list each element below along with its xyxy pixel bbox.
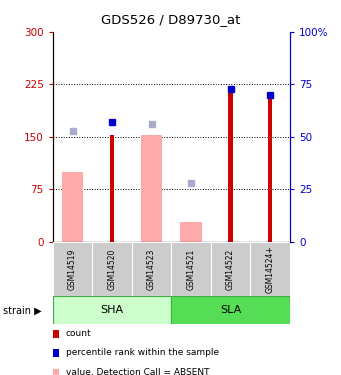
Text: strain ▶: strain ▶ [3, 305, 42, 315]
Text: GSM14523: GSM14523 [147, 248, 156, 290]
Text: GSM14521: GSM14521 [187, 249, 196, 290]
Text: SLA: SLA [220, 305, 241, 315]
Text: GSM14524+: GSM14524+ [266, 245, 275, 293]
Text: value, Detection Call = ABSENT: value, Detection Call = ABSENT [66, 368, 209, 375]
Text: count: count [66, 329, 91, 338]
Bar [53, 296, 171, 324]
Text: GDS526 / D89730_at: GDS526 / D89730_at [101, 13, 240, 26]
Text: GSM14519: GSM14519 [68, 248, 77, 290]
Bar [62, 172, 84, 242]
Bar [268, 95, 272, 242]
Text: GSM14520: GSM14520 [108, 248, 117, 290]
Text: percentile rank within the sample: percentile rank within the sample [66, 348, 219, 357]
Bar [110, 135, 115, 242]
Bar [171, 242, 211, 296]
Bar [211, 242, 250, 296]
Bar [228, 87, 233, 242]
Bar [171, 296, 290, 324]
Text: SHA: SHA [101, 305, 124, 315]
Bar [141, 135, 162, 242]
Bar [132, 242, 171, 296]
Bar [250, 242, 290, 296]
Text: GSM14522: GSM14522 [226, 249, 235, 290]
Bar [53, 242, 92, 296]
Bar [92, 242, 132, 296]
Bar [180, 222, 202, 242]
